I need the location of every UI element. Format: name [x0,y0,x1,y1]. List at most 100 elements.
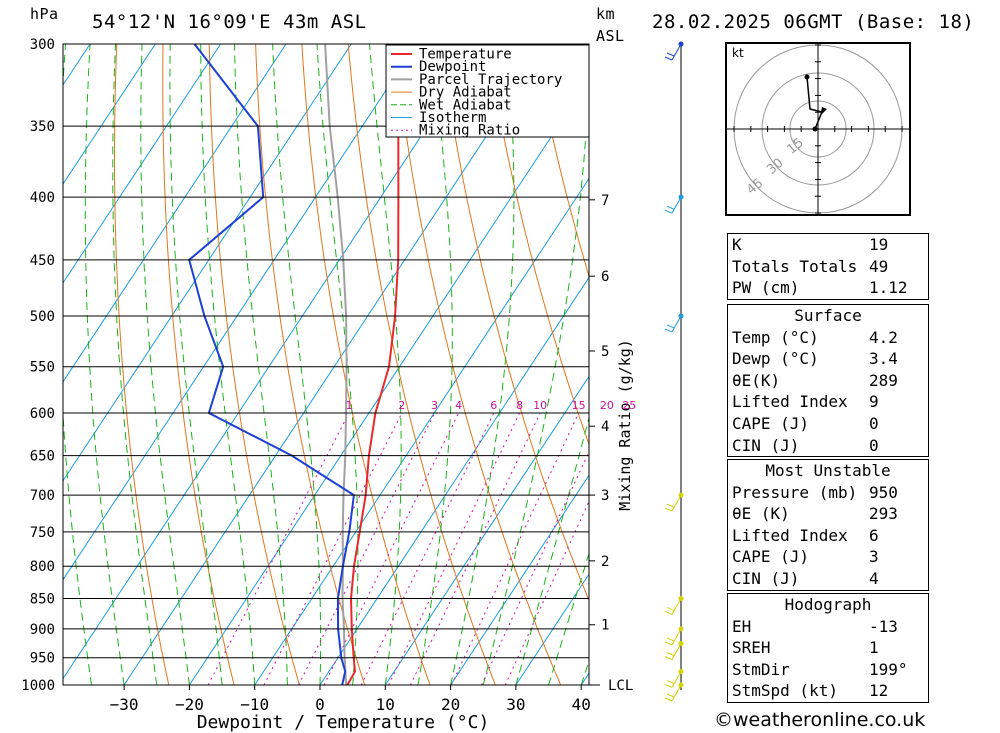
wet-adiabat [548,551,589,685]
isotherm-line [712,44,720,685]
mu-row: Pressure (mb) 950 [732,482,898,502]
hodograph-point [804,74,810,80]
dry-adiabat [672,44,720,685]
isotherm-line [63,44,483,680]
wet-adiabat [140,44,190,685]
index-row: PW (cm) 1.12 [732,278,908,298]
mixing-ratio-label: 25 [622,399,636,412]
dewpoint-line [188,44,355,685]
temperature-line [346,44,408,685]
isotherm-line [63,44,352,482]
dry-adiabat [255,44,366,685]
pressure-tick-label: 650 [30,449,55,465]
mixing-ratio-line [360,412,495,685]
mixing-ratio-label: 6 [490,399,497,412]
isotherm-line [63,44,156,185]
pressure-tick-label: 700 [30,488,55,504]
pressure-tick-label: 400 [30,190,55,206]
wet-adiabat [482,44,589,685]
dry-adiabat [626,44,720,685]
dry-adiabat [301,44,431,685]
wind-barb [664,196,682,214]
hodograph-table: Hodograph EH -13 SREH 1 StmDir 199° StmSpd … [727,593,929,703]
mixing-ratio-line [323,412,460,685]
mixing-ratio-label: 3 [431,399,438,412]
indices-table: K 19 Totals Totals 49 PW (cm) 1.12 [727,233,929,300]
km-tick-label: 4 [601,419,609,435]
mixing-ratio-line [480,450,589,685]
mixing-ratio-label: 20 [600,399,614,412]
legend-label: Parcel Trajectory [419,72,562,88]
isotherm-line [254,177,589,685]
surface-row: Temp (°C) 4.2 [732,327,898,347]
mixing-ratio-label: 4 [455,399,462,412]
legend-box [385,44,590,138]
mixing-ratio-label: 2 [398,399,405,412]
mixing-ratio-line [298,412,435,685]
pressure-tick-label: 750 [30,525,55,541]
x-tick-label: 30 [506,695,525,714]
mixing-ratio-line [504,500,589,685]
hodograph-unit: kt [732,46,744,60]
hodo-row: StmSpd (kt) 12 [732,681,889,701]
wind-barb [664,671,682,688]
hodo-row: SREH 1 [732,638,879,658]
dry-adiabat [394,44,562,685]
isotherm-line [515,573,589,685]
legend-label: Mixing Ratio [419,123,520,139]
isotherm-line [384,375,589,685]
isotherm-line [0,44,25,685]
mixing-ratio-line [450,412,580,685]
index-row: K 19 [732,235,889,254]
wet-adiabat [200,44,256,685]
mixing-ratio-label: 10 [533,399,547,412]
x-axis-title: Dewpoint / Temperature (°C) [197,712,490,733]
km-unit-label: km [596,5,616,23]
pressure-tick-label: 500 [30,309,55,325]
dry-adiabat [486,44,589,446]
credit-link[interactable]: ©weatheronline.co.uk [714,709,926,731]
pressure-tick-label: 850 [30,591,55,607]
wind-barb [664,684,682,702]
mixing-ratio-label: 15 [572,399,586,412]
dry-adiabat [719,44,720,685]
surface-title: Surface [794,306,862,325]
mu-row: CIN (J) 4 [732,568,879,588]
mixing-ratio-axis-title: Mixing Ratio (g/kg) [616,339,634,511]
wet-adiabat [63,44,92,685]
index-row: Totals Totals 49 [732,256,889,276]
dry-adiabat [532,44,589,279]
pressure-tick-label: 350 [30,119,55,135]
pressure-tick-label: 900 [30,622,55,638]
wind-barb [664,494,682,512]
wind-barb [664,598,682,615]
asl-unit-label: ASL [596,27,625,45]
legend-label: Isotherm [419,110,486,126]
mu-row: CAPE (J) 3 [732,547,879,567]
mixing-ratio-line [263,412,403,685]
plot-frame [62,43,590,686]
legend-label: Dewpoint [419,59,486,75]
mu-row: Lifted Index 6 [732,525,879,545]
wind-barb [664,43,682,61]
wind-barb [664,643,682,660]
isotherm-line [647,44,721,685]
wet-adiabat [272,44,322,685]
km-tick-label: 2 [601,554,609,570]
dry-adiabat [579,44,589,89]
wet-adiabat [84,44,125,685]
mixing-ratio-line [410,412,541,685]
wet-adiabat [580,659,589,685]
isotherm-line [123,44,548,685]
datetime-title: 28.02.2025 06GMT (Base: 18) [652,11,975,33]
wind-barb [664,628,682,646]
wet-adiabat [450,44,515,685]
surface-row: θE(K) 289 [732,370,898,390]
x-tick-label: 40 [572,695,591,714]
lcl-label: LCL [608,678,633,694]
isotherm-line [63,44,222,284]
pressure-tick-label: 1000 [21,678,55,694]
legend-label: Wet Adiabat [419,97,512,113]
wet-adiabat [417,44,453,685]
